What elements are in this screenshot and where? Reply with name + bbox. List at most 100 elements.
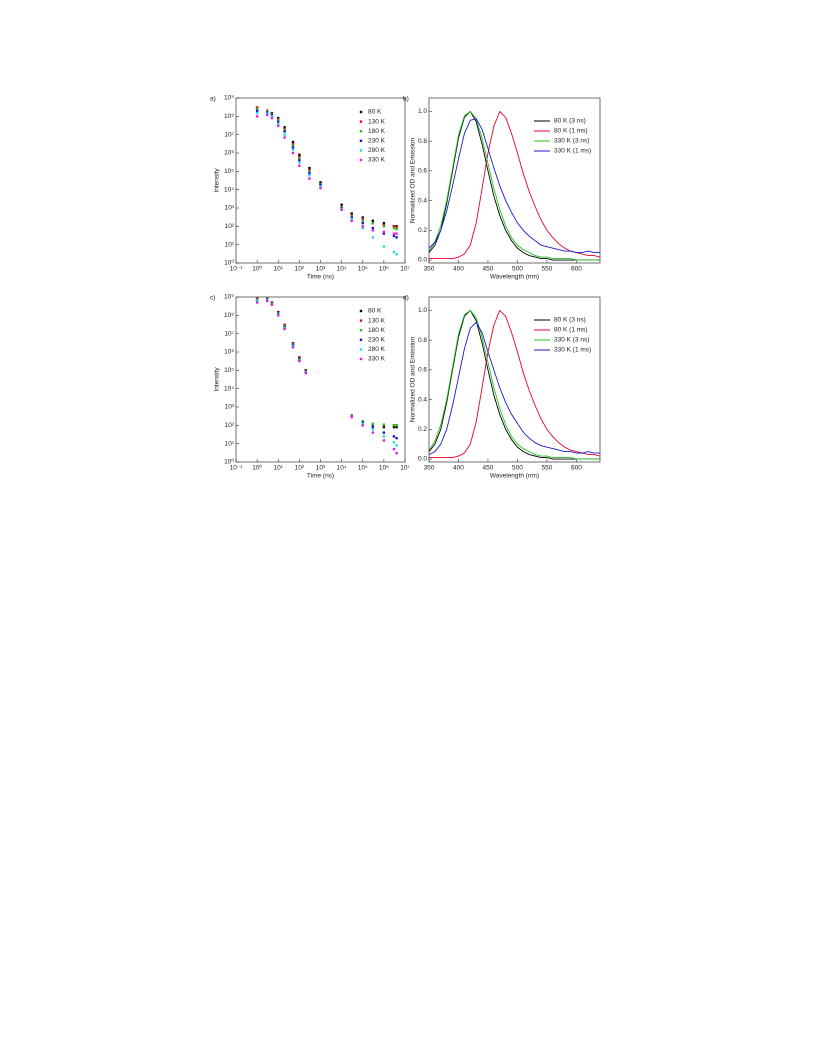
y-tick-label: 0.8	[418, 138, 427, 145]
y-axis-label: Normalized OD and Emission	[410, 336, 417, 422]
legend-label: 280 K	[368, 147, 386, 154]
x-tick-label: 10⁻¹	[230, 266, 244, 273]
point	[270, 303, 274, 306]
point	[382, 230, 386, 234]
legend-swatch	[359, 139, 363, 142]
x-tick-label: 10²	[295, 465, 305, 472]
x-tick-label: 10⁶	[379, 465, 389, 472]
legend-label: 330 K (3 ns)	[554, 337, 589, 344]
x-tick-label: 10⁻¹	[230, 465, 244, 472]
legend-label: 330 K (3 ns)	[554, 138, 589, 145]
legend-swatch	[359, 329, 363, 332]
y-tick-label: 10⁵	[224, 168, 234, 175]
y-tick-label: 0.0	[418, 456, 427, 463]
point	[392, 447, 396, 451]
x-tick-label: 550	[542, 266, 553, 273]
y-tick-label: 0.2	[418, 227, 427, 234]
legend-label: 80 K (1 ms)	[554, 327, 588, 334]
x-tick-label: 350	[424, 266, 435, 273]
x-tick-label: 600	[571, 266, 582, 273]
x-tick-label: 550	[542, 465, 553, 472]
point	[308, 177, 311, 180]
point	[266, 299, 269, 303]
point	[392, 225, 396, 228]
legend-label: 80 K (3 ns)	[554, 317, 586, 324]
point	[382, 439, 386, 442]
x-tick-label: 10⁴	[337, 266, 347, 273]
point	[319, 185, 322, 188]
point	[291, 143, 295, 146]
plot-area	[255, 297, 398, 455]
point	[283, 136, 286, 139]
legend-label: 130 K	[368, 317, 386, 324]
point	[277, 119, 280, 122]
point	[283, 128, 286, 132]
point	[371, 431, 375, 434]
legend-label: 330 K	[368, 157, 386, 164]
x-tick-label: 600	[571, 465, 582, 472]
legend-label: 280 K	[368, 346, 386, 353]
y-tick-label: 10⁶	[224, 349, 234, 356]
legend-label: 230 K	[368, 138, 386, 145]
point	[350, 216, 353, 219]
x-tick-label: 10⁶	[379, 266, 389, 273]
x-tick-label: 10⁷	[400, 266, 410, 273]
plot-area	[429, 309, 600, 460]
point	[350, 215, 353, 218]
point	[283, 133, 286, 136]
x-tick-label: 400	[453, 266, 464, 273]
point	[371, 422, 375, 426]
x-axis-label: Time (ns)	[307, 473, 334, 480]
y-tick-label: 0.8	[418, 337, 427, 344]
legend-swatch	[359, 338, 363, 341]
legend-swatch	[359, 130, 363, 133]
point	[371, 425, 375, 429]
point	[392, 234, 396, 238]
point	[382, 232, 386, 235]
point	[283, 130, 286, 133]
y-tick-label: 10⁵	[224, 367, 234, 374]
point	[361, 422, 364, 426]
legend-swatch	[359, 357, 363, 361]
legend-label: 330 K (1 ms)	[554, 148, 591, 155]
y-tick-label: 10³	[225, 205, 235, 212]
point	[340, 203, 343, 206]
x-tick-label: 10³	[316, 465, 326, 472]
point	[270, 116, 274, 120]
y-tick-label: 10⁹	[224, 95, 234, 102]
point	[382, 223, 386, 227]
legend-swatch	[359, 158, 363, 162]
point	[382, 245, 386, 248]
point	[392, 435, 396, 438]
line	[429, 110, 600, 261]
point	[395, 225, 398, 229]
point	[371, 229, 375, 232]
point	[350, 217, 353, 221]
point	[291, 346, 295, 349]
legend-label: 130 K	[368, 118, 386, 125]
point	[319, 187, 322, 190]
x-tick-label: 450	[483, 465, 494, 472]
point	[291, 140, 295, 144]
point	[255, 107, 259, 111]
y-tick-label: 1.0	[418, 307, 427, 314]
point	[382, 431, 386, 434]
y-axis-label: Normalized OD and Emission	[410, 137, 417, 223]
point	[361, 219, 364, 223]
point	[298, 159, 301, 162]
legend-label: 180 K	[368, 128, 386, 135]
x-tick-label: 10⁵	[358, 465, 368, 472]
point	[255, 109, 259, 113]
line	[429, 118, 600, 254]
x-tick-label: 10⁷	[400, 465, 410, 472]
x-tick-label: 350	[424, 465, 435, 472]
y-tick-label: 0.6	[418, 367, 427, 374]
point	[350, 219, 353, 223]
y-tick-label: 10²	[225, 223, 235, 230]
point	[308, 171, 311, 175]
panel-label: a)	[210, 96, 216, 103]
y-axis-label: Intensity	[214, 168, 221, 193]
legend-label: 330 K (1 ms)	[554, 347, 591, 354]
